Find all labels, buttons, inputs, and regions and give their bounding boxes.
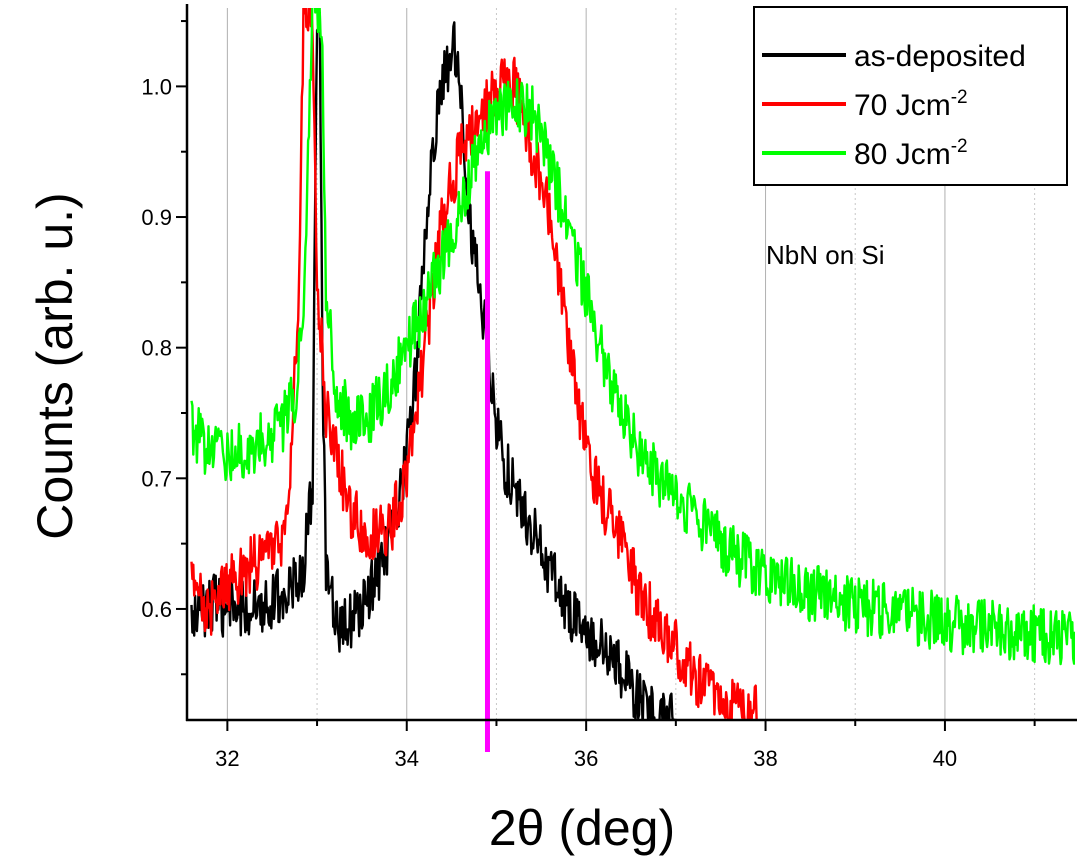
- legend-entry-70-jcm2: 70 Jcm-2: [762, 87, 968, 122]
- y-tick-label: 0.6: [141, 597, 172, 622]
- y-tick-label: 0.8: [141, 336, 172, 361]
- series-line-70-jcm-2: [190, 8, 758, 720]
- series-layer: [190, 8, 1075, 720]
- x-axis-title: 2θ (deg): [489, 800, 675, 856]
- axes: [185, 4, 1077, 722]
- x-tick-label: 36: [574, 746, 598, 771]
- y-axis-title: Counts (arb. u.): [27, 192, 83, 539]
- series-line-80-jcm-2: [190, 8, 1075, 666]
- x-tick-label: 32: [215, 746, 239, 771]
- legend-box: [753, 6, 1068, 186]
- x-tick-label: 38: [753, 746, 777, 771]
- legend-label-80-jcm2: 80 Jcm-2: [854, 136, 968, 171]
- legend-label-as-deposited: as-deposited: [854, 40, 1026, 73]
- legend: as-deposited 70 Jcm-2 80 Jcm-2: [753, 6, 1068, 186]
- x-tick-label: 40: [933, 746, 957, 771]
- ticks: 32 34 36 38 40 0.6 0.7 0.8 0.9 1.0: [141, 20, 1036, 771]
- x-tick-label: 34: [395, 746, 419, 771]
- annotation-label: NbN on Si: [766, 240, 885, 270]
- legend-entry-80-jcm2: 80 Jcm-2: [762, 136, 968, 171]
- y-tick-label: 0.9: [141, 205, 172, 230]
- y-tick-label: 1.0: [141, 74, 172, 99]
- legend-label-70-jcm2: 70 Jcm-2: [854, 87, 968, 122]
- legend-entry-as-deposited: as-deposited: [762, 40, 1026, 73]
- y-tick-label: 0.7: [141, 466, 172, 491]
- series-line-as-deposited: [190, 11, 676, 720]
